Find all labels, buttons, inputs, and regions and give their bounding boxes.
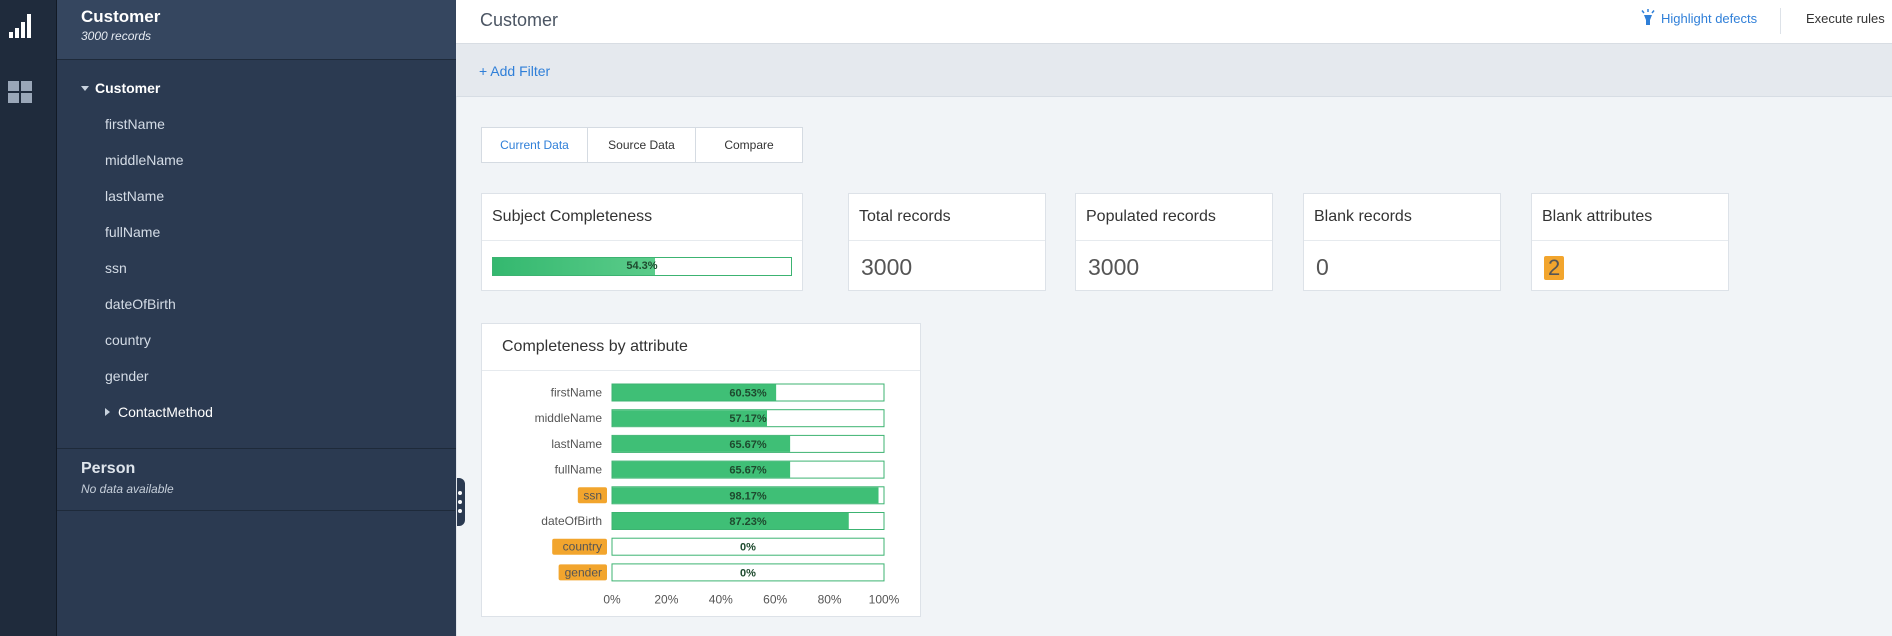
card-title: Subject Completeness — [492, 208, 653, 225]
data-label: 65.67% — [729, 465, 767, 477]
main-panel: Customer Highlight defects Execute rules… — [456, 0, 1892, 636]
dashboard-grid-icon[interactable] — [7, 78, 35, 106]
subject-title: Customer — [81, 7, 161, 26]
person-subtitle: No data available — [81, 482, 174, 496]
tree-group-label: ContactMethod — [118, 404, 213, 420]
blank-attributes-badge[interactable]: 2 — [1544, 256, 1565, 280]
flashlight-icon — [1641, 9, 1655, 25]
bar — [612, 513, 849, 529]
tree-group-contactmethod[interactable]: ContactMethod — [105, 404, 213, 420]
tree-item-gender[interactable]: gender — [105, 368, 149, 384]
x-tick-label: 100% — [869, 593, 900, 607]
completeness-chart-card: Completeness by attribute firstName 60.53… — [481, 323, 921, 617]
add-filter-button[interactable]: + Add Filter — [479, 63, 551, 79]
x-tick-label: 20% — [654, 593, 678, 607]
populated-records-card: Populated records 3000 — [1075, 193, 1273, 291]
chart-title: Completeness by attribute — [502, 338, 688, 355]
tree-item-ssn[interactable]: ssn — [105, 260, 127, 276]
bar — [612, 384, 777, 401]
x-tick-label: 60% — [763, 593, 787, 607]
caret-right-icon — [105, 408, 110, 416]
category-label: gender — [565, 565, 602, 579]
subject-completeness-card: Subject Completeness 54.3% — [481, 193, 803, 291]
bar — [612, 487, 879, 504]
subject-completeness-label: 54.3% — [626, 260, 658, 272]
sidebar: Customer 3000 records Customer firstName… — [57, 0, 456, 636]
highlight-defects-button[interactable]: Highlight defects — [1640, 9, 1757, 27]
page-title: Customer — [480, 10, 559, 30]
bar — [612, 461, 791, 478]
data-label: 0% — [740, 567, 756, 579]
category-label: country — [563, 540, 602, 554]
card-title: Blank attributes — [1542, 208, 1653, 225]
tree-root-label: Customer — [95, 80, 161, 96]
person-title: Person — [81, 460, 136, 477]
tab-current-data[interactable]: Current Data — [482, 128, 588, 162]
data-label: 0% — [740, 542, 756, 554]
card-title: Total records — [859, 208, 951, 225]
tree-item-fullname[interactable]: fullName — [105, 224, 161, 240]
content-area: Current Data Source Data Compare Subject… — [456, 97, 1892, 636]
sidebar-header[interactable]: Customer 3000 records — [57, 0, 456, 60]
topbar-divider — [1780, 8, 1781, 34]
subject-completeness-bar: 54.3% — [492, 257, 792, 276]
bar — [612, 435, 791, 452]
x-tick-label: 80% — [818, 593, 842, 607]
card-title: Blank records — [1314, 208, 1412, 225]
bar-track — [611, 537, 885, 556]
tree-root-customer[interactable]: Customer — [81, 80, 160, 96]
blank-records-card: Blank records 0 — [1303, 193, 1501, 291]
completeness-chart: firstName 60.53% middleName 57.17% lastName 6… — [535, 383, 900, 607]
data-label: 98.17% — [729, 490, 767, 502]
data-label: 60.53% — [729, 388, 767, 400]
bar — [612, 410, 768, 427]
total-records-card: Total records 3000 — [848, 193, 1046, 291]
view-tabs: Current Data Source Data Compare — [481, 127, 803, 163]
tree-item-dateofbirth[interactable]: dateOfBirth — [105, 296, 176, 312]
category-label: dateOfBirth — [541, 514, 602, 528]
category-label: middleName — [535, 411, 603, 425]
tab-source-data[interactable]: Source Data — [588, 128, 696, 162]
tab-compare[interactable]: Compare — [724, 138, 774, 152]
app-rail — [0, 0, 57, 636]
populated-records-value: 3000 — [1088, 254, 1140, 280]
blank-records-value: 0 — [1316, 254, 1329, 280]
bar-track — [611, 563, 885, 582]
bar-chart-icon[interactable] — [7, 12, 35, 40]
sidebar-resize-handle[interactable] — [455, 478, 465, 526]
subject-person[interactable]: Person No data available — [57, 448, 456, 511]
tree-item-firstname[interactable]: firstName — [105, 116, 165, 132]
execute-rules-button[interactable]: Execute rules — [1806, 11, 1885, 26]
subject-completeness-fill — [493, 258, 655, 275]
data-label: 87.23% — [729, 516, 767, 528]
card-title: Populated records — [1086, 208, 1216, 225]
x-tick-label: 0% — [603, 593, 621, 607]
category-highlight — [558, 564, 607, 581]
data-label: 57.17% — [729, 413, 767, 425]
category-highlight — [552, 538, 607, 555]
total-records-value: 3000 — [861, 254, 913, 280]
category-highlight — [577, 487, 607, 504]
category-label: fullName — [555, 463, 603, 477]
tree-item-middlename[interactable]: middleName — [105, 152, 184, 168]
category-label: lastName — [551, 437, 602, 451]
tree-item-lastname[interactable]: lastName — [105, 188, 165, 204]
tree-item-country[interactable]: country — [105, 332, 151, 348]
x-tick-label: 40% — [709, 593, 733, 607]
topbar: Customer Highlight defects Execute rules — [456, 0, 1892, 44]
data-label: 65.67% — [729, 439, 767, 451]
filter-bar: + Add Filter — [456, 44, 1892, 97]
caret-down-icon — [81, 85, 89, 91]
category-label: ssn — [583, 488, 602, 502]
blank-attributes-card: Blank attributes 2 — [1531, 193, 1729, 291]
category-label: firstName — [551, 386, 603, 400]
highlight-defects-label: Highlight defects — [1661, 10, 1758, 26]
subject-record-count: 3000 records — [81, 29, 152, 43]
